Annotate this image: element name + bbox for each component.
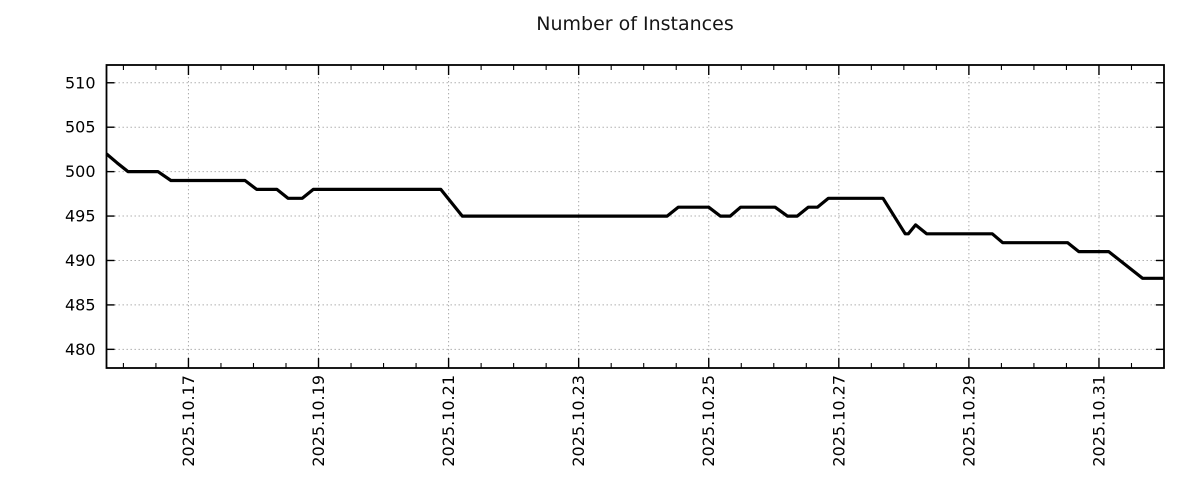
y-tick-label: 510 <box>65 73 96 92</box>
y-tick-label: 490 <box>65 251 96 270</box>
y-tick-label: 485 <box>65 295 96 314</box>
x-tick-label: 2025.10.17 <box>179 375 198 467</box>
x-tick-label: 2025.10.29 <box>959 375 978 467</box>
x-tick-label: 2025.10.23 <box>569 375 588 467</box>
y-tick-label: 480 <box>65 340 96 359</box>
x-tick-label: 2025.10.21 <box>439 375 458 467</box>
x-tick-label: 2025.10.31 <box>1089 375 1108 467</box>
x-tick-label: 2025.10.19 <box>309 375 328 467</box>
plot-border <box>105 64 1165 369</box>
x-tick-label: 2025.10.27 <box>829 375 848 467</box>
y-tick-label: 505 <box>65 118 96 137</box>
chart-title: Number of Instances <box>536 13 734 35</box>
y-tick-label: 495 <box>65 207 96 226</box>
x-tick-label: 2025.10.25 <box>699 375 718 467</box>
y-tick-label: 500 <box>65 162 96 181</box>
series-instances <box>105 152 1164 280</box>
